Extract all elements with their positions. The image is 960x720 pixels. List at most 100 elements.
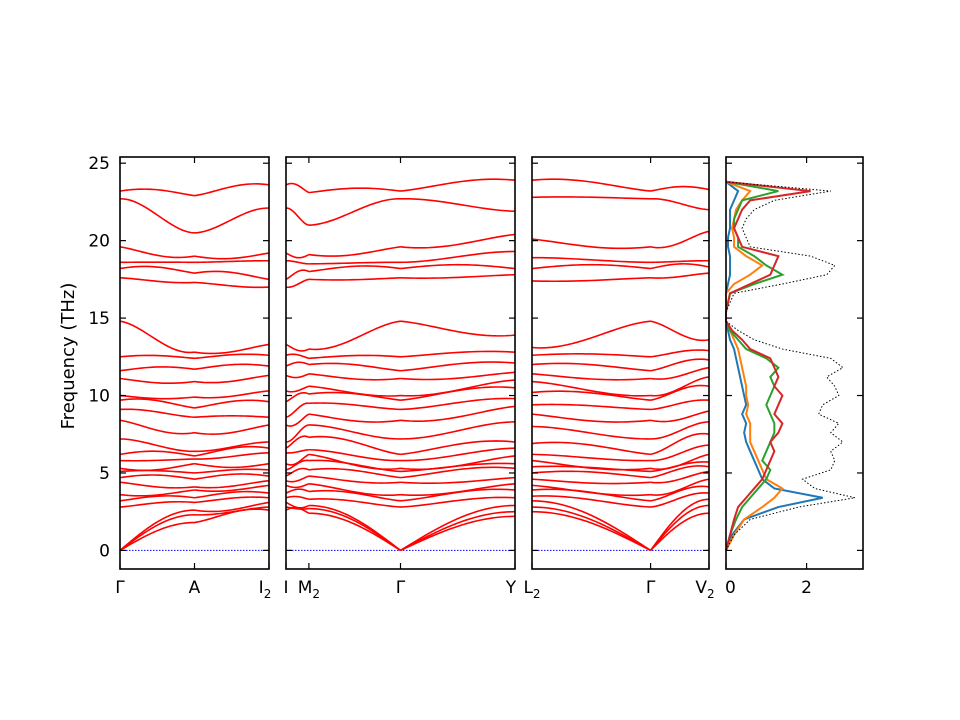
band-line-p3-s1-b15 — [531, 403, 651, 411]
band-line-p2-s3-b17 — [400, 379, 516, 397]
band-line-p3-s1-b27 — [531, 178, 651, 192]
band-line-p2-s3-b3 — [400, 504, 516, 552]
band-line-p3-s2-b6 — [650, 478, 710, 496]
band-line-p2-s2-b15 — [308, 402, 401, 411]
band-line-p2-s2-b19 — [308, 362, 401, 372]
band-line-p3-s2-b2 — [649, 504, 710, 551]
band-line-p1-s1-b6 — [119, 489, 195, 497]
band-line-p3-s1-b6 — [531, 484, 651, 497]
band-line-p2-s3-b27 — [400, 178, 516, 192]
band-line-p3-s1-b10 — [531, 459, 651, 471]
band-line-p1-s1-b26 — [119, 198, 195, 234]
band-line-p2-s2-b13 — [308, 424, 401, 440]
band-line-p2-s2-b8 — [308, 467, 401, 479]
band-line-p2-s1-b23 — [285, 269, 310, 281]
dos-x-tick-label-0: 0 — [725, 578, 736, 598]
band-line-p1-s2-b21 — [194, 343, 270, 355]
y-tick-label-10: 10 — [88, 387, 110, 407]
band-line-p2-s1-b8 — [285, 467, 310, 477]
band-line-p1-s1-b20 — [119, 354, 195, 360]
band-line-p1-s2-b9 — [194, 468, 270, 474]
y-tick-label-20: 20 — [88, 232, 110, 252]
band-line-p2-s1-b6 — [285, 483, 310, 489]
band-line-p1-s2-b3 — [194, 501, 270, 513]
band-line-p2-s1-b18 — [285, 373, 310, 379]
x-tick-label-3-0: L2 — [523, 578, 540, 601]
band-line-p3-s1-b2 — [531, 506, 651, 552]
band-line-p2-s3-b18 — [400, 371, 516, 381]
dos-total-line — [725, 181, 856, 551]
band-line-p2-s3-b15 — [400, 397, 516, 411]
band-line-p1-s1-b18 — [119, 377, 195, 385]
band-line-p2-s1-b14 — [285, 413, 310, 427]
x-tick-label-2-0: I — [283, 578, 288, 598]
band-line-p2-s1-b20 — [285, 353, 310, 360]
y-tick-label-25: 25 — [88, 154, 110, 174]
band-line-p1-s1-b2 — [119, 513, 195, 552]
x-tick-label-1-0: Γ — [115, 578, 125, 598]
band-line-p3-s2-b18 — [650, 366, 710, 380]
band-line-p1-s1-b16 — [119, 398, 195, 409]
band-line-p2-s3-b1 — [400, 515, 516, 552]
dos-x-tick-label-2: 2 — [801, 578, 812, 598]
band-line-p2-s2-b12 — [308, 435, 401, 456]
band-line-p3-s2-b11 — [650, 444, 710, 462]
band-line-p2-s2-b26 — [308, 198, 401, 226]
band-line-p3-s1-b8 — [531, 470, 651, 479]
band-line-p2-s3-b14 — [400, 405, 516, 422]
band-line-p2-s2-b22 — [308, 277, 401, 281]
band-line-p1-s2-b8 — [194, 473, 270, 480]
band-line-p2-s2-b25 — [308, 246, 401, 257]
band-line-p2-s3-b8 — [400, 466, 516, 479]
band-line-p1-s1-b9 — [119, 469, 195, 474]
band-line-p2-s1-b9 — [285, 459, 310, 471]
band-line-p1-s2-b13 — [194, 441, 270, 453]
band-line-p1-s1-b23 — [119, 265, 195, 274]
band-line-p3-s2-b23 — [650, 263, 710, 270]
band-line-p2-s2-b27 — [308, 187, 401, 194]
dos-panel-frame — [725, 156, 864, 570]
x-tick-label-1-1: A — [189, 578, 201, 598]
band-line-p2-s2-b20 — [308, 354, 401, 360]
band-line-p2-s3-b26 — [400, 197, 516, 213]
band-line-p1-s1-b3 — [119, 509, 195, 552]
band-line-p3-s1-b16 — [531, 390, 651, 401]
pdos-line-2 — [725, 180, 784, 551]
band-line-p2-s1-b21 — [285, 343, 310, 352]
band-line-p2-s3-b2 — [400, 510, 516, 552]
band-line-p3-s1-b23 — [531, 263, 651, 270]
band-line-p2-s2-b18 — [308, 373, 401, 381]
band-line-p2-s2-b6 — [308, 483, 401, 497]
x-tick-label-end-1: I2 — [259, 578, 272, 601]
band-line-p1-s2-b16 — [194, 399, 270, 409]
y-tick-label-5: 5 — [99, 464, 110, 484]
band-line-p3-s1-b26 — [531, 196, 651, 200]
band-line-p1-s2-b17 — [194, 390, 270, 399]
band-line-p2-s1-b12 — [285, 435, 310, 449]
band-line-p1-s1-b15 — [119, 408, 195, 419]
band-line-p2-s2-b23 — [308, 265, 401, 273]
band-panel-2: I M2 Γ Y — [283, 156, 517, 601]
band-line-p3-s2-b20 — [650, 349, 710, 358]
band-line-p2-s3-b11 — [400, 447, 516, 462]
band-line-p3-s1-b21 — [531, 320, 651, 349]
band-line-p2-s1-b27 — [285, 182, 310, 194]
band-line-p1-s1-b14 — [119, 419, 195, 435]
band-line-p1-s1-b10 — [119, 462, 195, 472]
band-line-p1-s2-b4 — [194, 496, 270, 504]
band-line-p1-s1-b5 — [119, 495, 195, 502]
band-line-p2-s3-b7 — [400, 476, 516, 485]
band-line-p1-s2-b26 — [194, 207, 270, 234]
band-line-p2-s1-b16 — [285, 391, 310, 403]
band-panel-frame-3 — [531, 156, 710, 570]
x-tick-label-end-2: Y — [505, 578, 517, 598]
band-line-p2-s2-b10 — [308, 453, 401, 470]
band-line-p2-s3-b10 — [400, 455, 516, 471]
band-panel-1: 0 5 10 15 20 25 Γ A I2 — [88, 154, 271, 601]
band-line-p1-s2-b23 — [194, 270, 270, 281]
band-line-p2-s1-b2 — [285, 506, 310, 510]
band-line-p3-s2-b21 — [650, 320, 710, 342]
band-line-p1-s1-b8 — [119, 474, 195, 480]
band-line-p2-s1-b5 — [285, 488, 310, 494]
